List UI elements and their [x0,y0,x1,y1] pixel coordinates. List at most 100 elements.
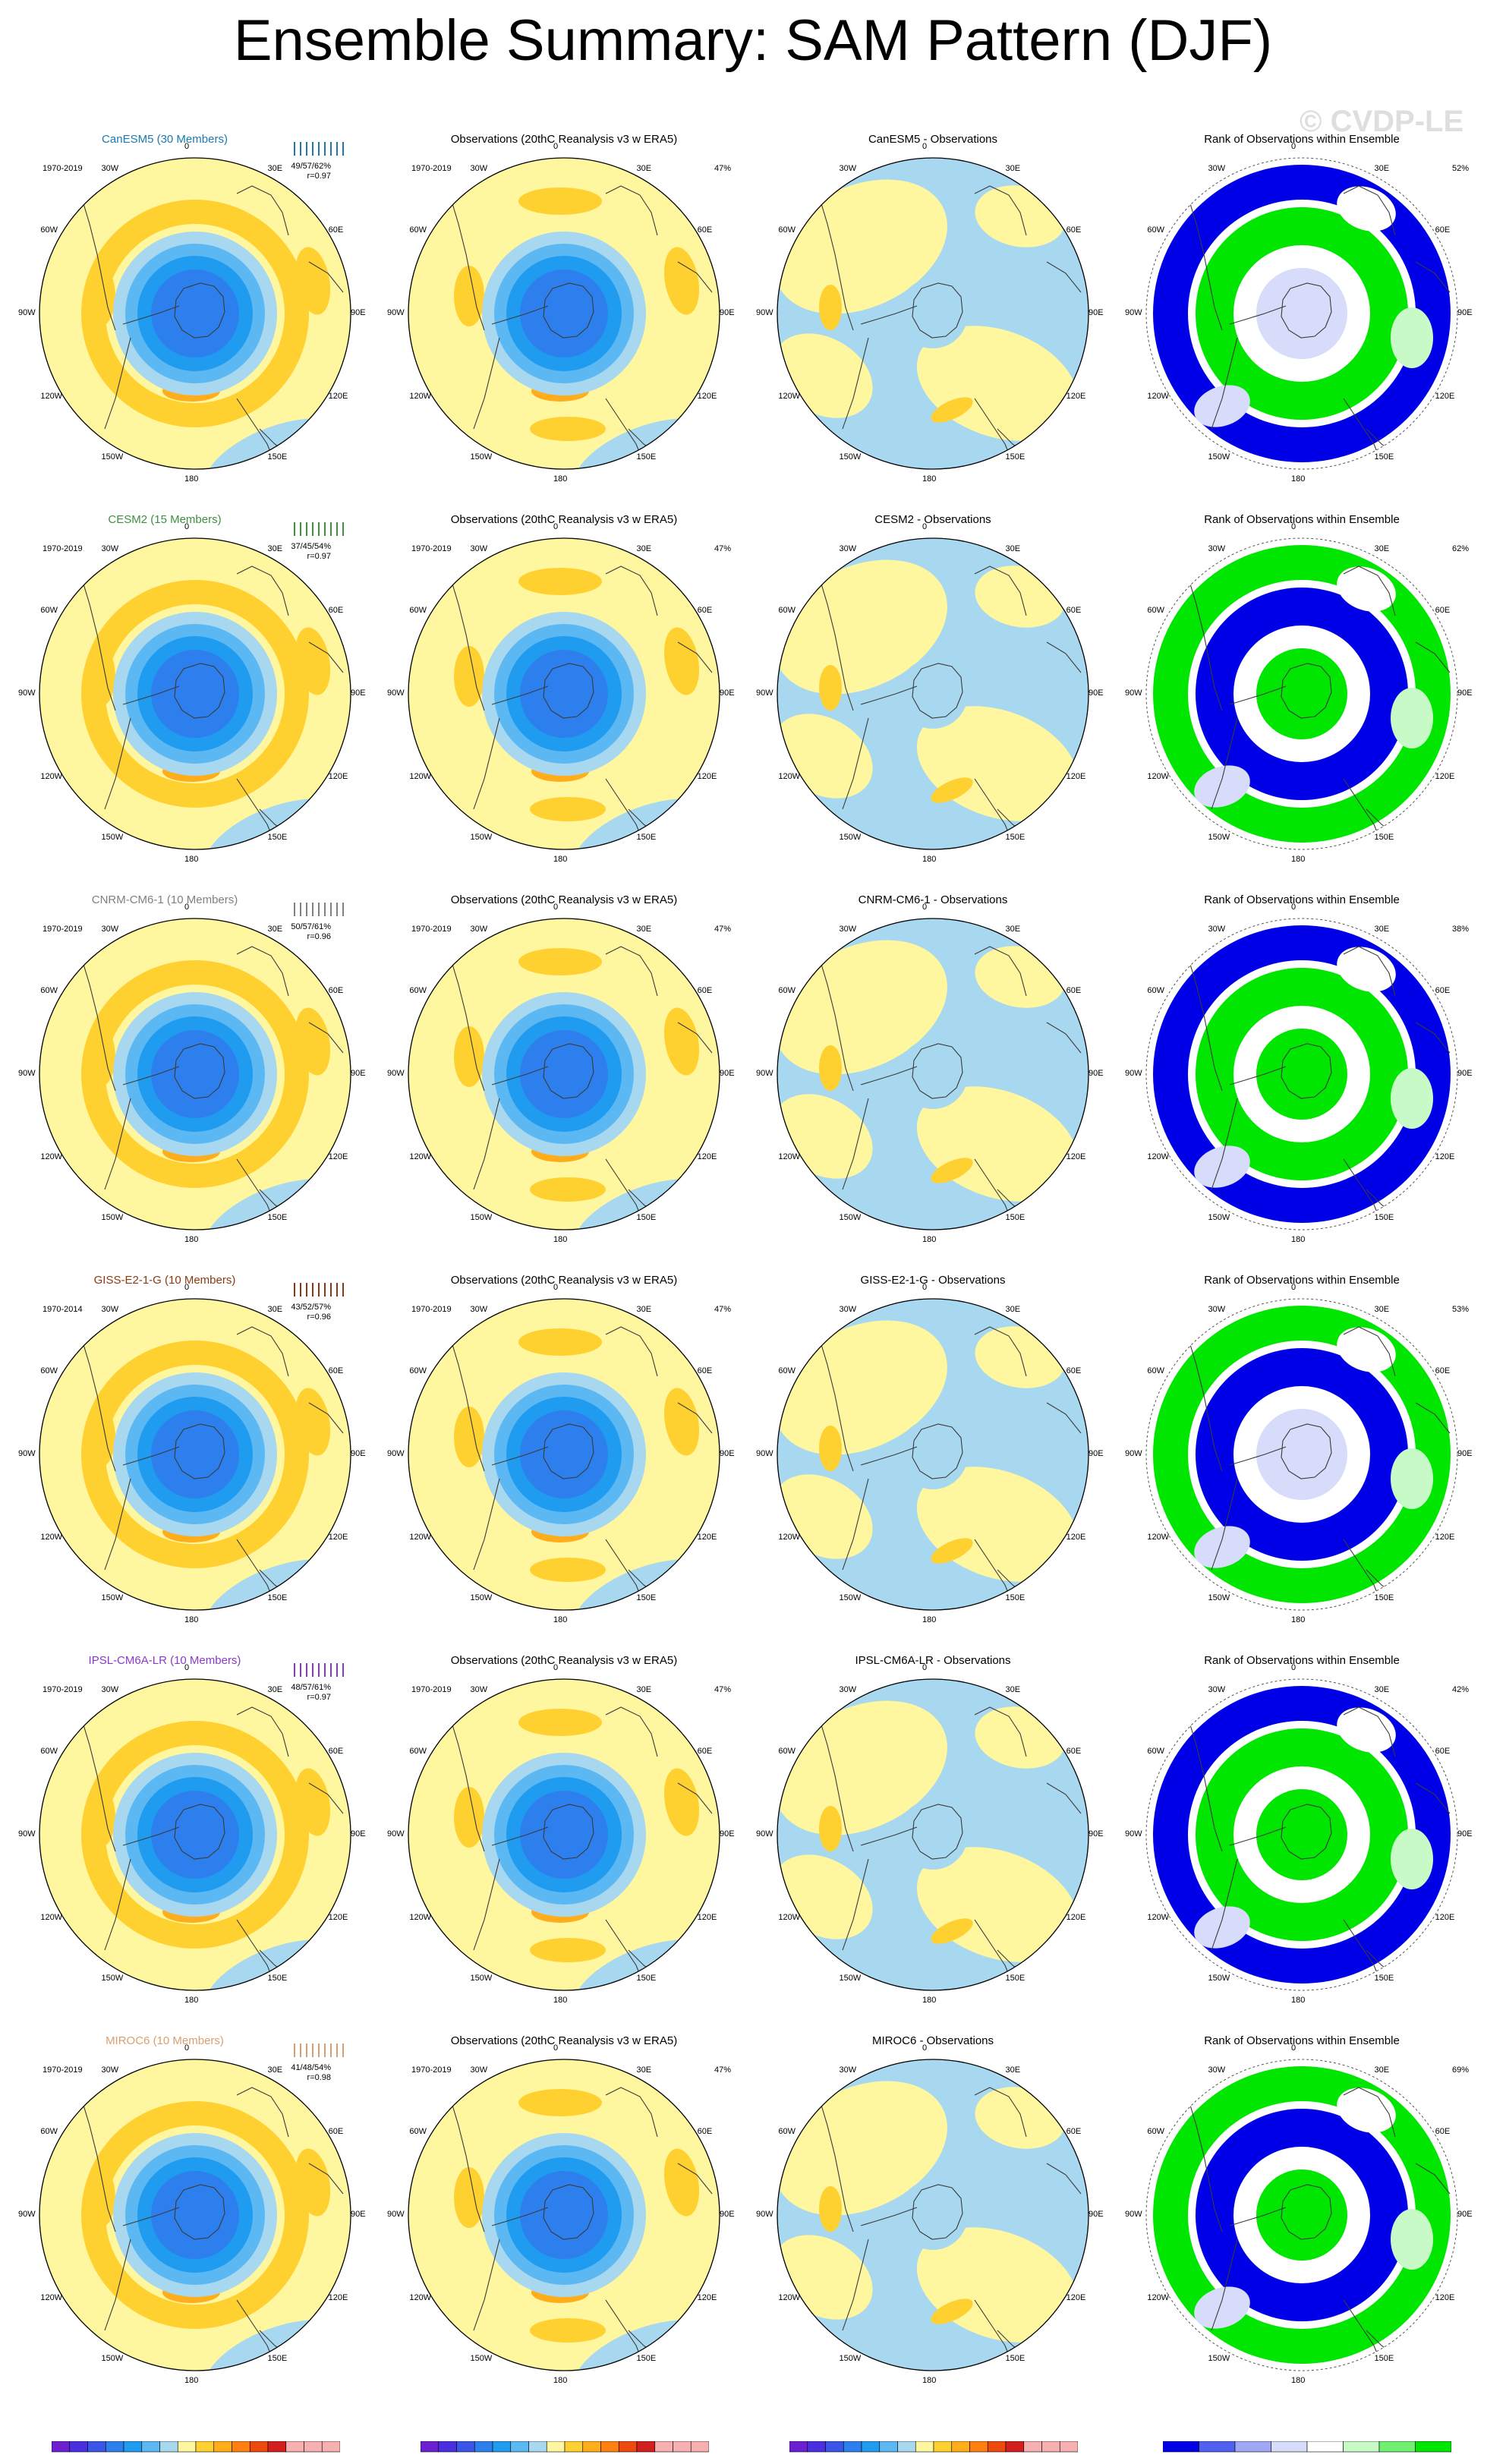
coastline [1211,1478,1238,1571]
coastline [1281,1423,1332,1479]
longitude-label: 150W [1208,1212,1230,1222]
colorbar-swatch [933,2441,953,2453]
coastline [1343,946,1396,997]
negative-anomaly-contour [408,1182,454,1227]
longitude-label: 30W [470,2065,488,2075]
rank-gap [1337,947,1396,992]
longitude-label: 0 [553,1663,559,1672]
rank-ring [1196,968,1408,1180]
coastline [1211,717,1238,810]
longitude-label: 60W [40,605,58,615]
colorbar-swatch [861,2441,881,2453]
coastline [473,2239,500,2331]
difference-title: CESM2 - Observations [874,513,991,526]
coastline [449,953,485,1092]
positive-anomaly-contour [663,1007,700,1076]
longitude-label: 0 [922,522,928,531]
rank-contour [1256,1029,1347,1120]
variance-explained: 47% [714,2065,731,2075]
analysis-period: 1970-2014 [43,1305,83,1314]
coastline [1046,1782,1082,1814]
negative-anomaly-contour [39,1943,85,1988]
longitude-label: 60E [697,1366,713,1375]
longitude-label: 150E [1374,2353,1394,2363]
ensemble-mean-panel: CNRM-CM6-1 (10 Members) 1970-2019 50/57/61… [9,871,381,1250]
longitude-label: 0 [1291,1663,1296,1672]
coastline [677,1782,713,1814]
longitude-label: 90E [1457,2210,1473,2219]
member-spread-bars [294,1283,344,1297]
coastline [1186,1334,1223,1472]
variance-stats: 48/57/61% r=0.97 [270,1683,331,1703]
positive-anomaly-contour [777,559,947,695]
positive-anomaly-contour [819,285,842,330]
longitude-label: 60E [328,985,344,995]
ensemble-mean-panel: MIROC6 (10 Members) 1970-2019 41/48/54% r=0… [9,2012,381,2391]
longitude-label: 60E [1435,605,1451,615]
longitude-label: 120W [409,1532,432,1542]
positive-anomaly-contour [85,1026,115,1087]
positive-anomaly-contour [819,2186,842,2232]
colorbar-swatch [690,2441,709,2453]
longitude-label: 0 [922,1663,928,1672]
colorbar-swatch [52,2441,71,2453]
coastline [605,1706,658,1757]
colorbar-swatch [897,2441,916,2453]
coastline [104,1478,131,1571]
sam-pattern-map [408,918,720,1230]
longitude-label: 30E [1374,164,1390,174]
longitude-label: 180 [184,1615,199,1624]
longitude-label: 60W [40,1746,58,1756]
negative-anomaly-contour [520,650,608,738]
hpa-colorbar [421,2441,709,2464]
coastline [818,2094,854,2232]
coastline [104,1858,131,1951]
colorbar-swatch [789,2441,808,2453]
coastline [818,953,854,1092]
longitude-label: 60E [697,225,713,235]
longitude-label: 180 [922,855,937,864]
rank-ring [1196,1348,1408,1561]
longitude-label: 30E [1374,1685,1390,1695]
variance-explained: 47% [714,544,731,553]
coastline [1415,1022,1451,1054]
negative-anomaly-contour [898,1039,968,1109]
longitude-label: 150E [636,1973,657,1983]
coastline [1343,566,1396,616]
longitude-label: 30E [267,1305,283,1315]
longitude-label: 60E [1066,1746,1082,1756]
longitude-label: 90E [351,308,366,317]
coastline [1343,1326,1396,1377]
variance-stats: 41/48/54% r=0.98 [270,2063,331,2083]
rank-ring [1196,207,1408,420]
pattern-correlation: r=0.96 [307,932,332,941]
longitude-label: 120E [1066,1912,1086,1922]
coastline [308,641,344,673]
variance-explained: 47% [714,1685,731,1694]
ensemble-mean-panel: CESM2 (15 Members) 1970-2019 37/45/54% r=0.… [9,490,381,870]
rank-title: Rank of Observations within Ensemble [1204,513,1400,526]
longitude-label: 180 [553,855,568,864]
longitude-label: 90E [1089,1069,1104,1078]
negative-anomaly-contour [520,2171,608,2259]
colorbar-swatch [1306,2441,1344,2453]
coastline [449,1334,485,1472]
sam-pattern-map [408,1298,720,1611]
map-border [777,2059,1089,2371]
colorbar-swatch [807,2441,826,2453]
map-border [408,1298,720,1611]
longitude-label: 180 [553,2376,568,2385]
longitude-label: 30W [470,544,488,554]
longitude-label: 60W [778,985,796,995]
positive-anomaly-contour [530,1177,606,1202]
positive-anomaly-contour [819,1426,842,1471]
longitude-label: 120E [1435,2292,1455,2302]
coastline [122,1826,180,1846]
colorbar-swatch [843,2441,862,2453]
coastline [1186,193,1223,331]
longitude-label: 120E [1066,391,1086,401]
model-title: MIROC6 (10 Members) [106,2034,224,2047]
longitude-label: 90E [720,1449,735,1458]
coastline [308,2163,344,2195]
longitude-label: 150W [839,1212,862,1222]
